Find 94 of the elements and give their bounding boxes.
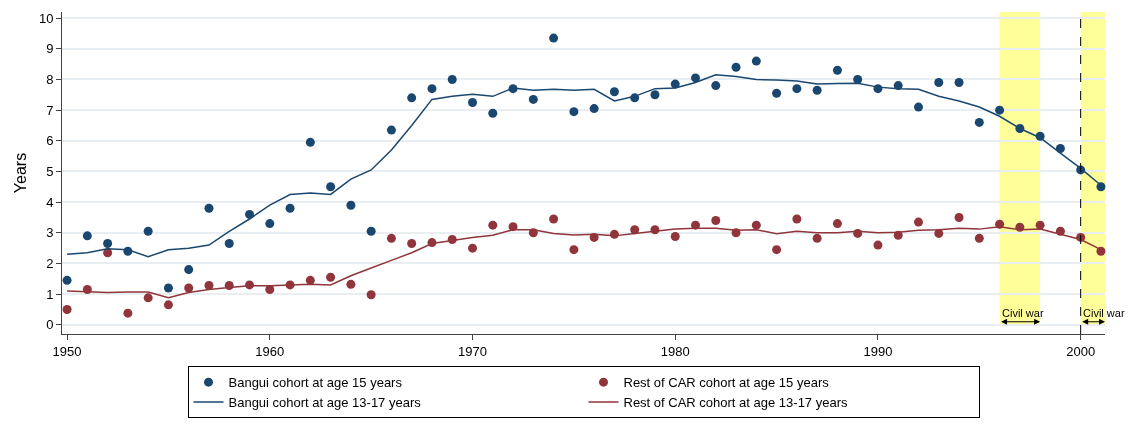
y-tick-label: 4 (46, 194, 54, 210)
point (914, 102, 923, 112)
point (974, 233, 984, 243)
point (569, 245, 579, 255)
point (711, 81, 721, 91)
point (488, 108, 498, 118)
point (62, 275, 72, 285)
y-tick-label: 6 (46, 133, 54, 149)
point (812, 85, 822, 95)
point (143, 226, 153, 236)
point (103, 239, 113, 249)
point (265, 219, 275, 229)
point (609, 87, 619, 97)
y-tick-label: 1 (46, 286, 54, 302)
x-tick-label: 1980 (660, 343, 690, 359)
point (245, 209, 255, 219)
point (995, 105, 1005, 115)
point (691, 73, 700, 83)
y-tick-label: 5 (46, 164, 54, 180)
point (549, 214, 559, 224)
point (224, 239, 234, 249)
point (427, 84, 437, 94)
point (670, 231, 680, 241)
point (650, 90, 660, 100)
point (326, 182, 336, 192)
point (407, 93, 417, 103)
point (305, 275, 315, 285)
point (305, 137, 315, 147)
point (832, 65, 842, 75)
point (772, 88, 782, 98)
point (386, 233, 396, 243)
point (82, 231, 92, 241)
point (468, 243, 478, 253)
point (346, 279, 356, 289)
x-tick-label: 1950 (52, 343, 82, 359)
point (630, 225, 640, 235)
point (285, 203, 295, 213)
point (143, 293, 153, 303)
point (934, 228, 944, 238)
y-axis-title: Years (11, 152, 29, 194)
point (549, 33, 559, 43)
x-tick-label: 1970 (458, 343, 487, 359)
point (792, 214, 802, 224)
point (366, 290, 376, 300)
y-tick-label: 10 (38, 10, 54, 26)
point (366, 226, 376, 236)
point (447, 74, 457, 84)
point (751, 56, 761, 66)
point (62, 304, 72, 314)
point (832, 219, 842, 229)
point (468, 97, 478, 107)
x-tick-label: 2000 (1066, 343, 1096, 359)
y-tick-label: 2 (46, 256, 54, 272)
x-tick-label: 1990 (863, 343, 893, 359)
legend-label: Bangui cohort at age 13-17 years (228, 395, 422, 411)
band-label: Civil war (1002, 307, 1044, 319)
point (812, 233, 822, 243)
point (163, 300, 173, 310)
point (184, 283, 194, 293)
point (184, 265, 194, 275)
legend-label: Rest of CAR cohort at age 13-17 years (623, 395, 848, 411)
legend-label: Rest of CAR cohort at age 15 years (623, 375, 830, 391)
point (346, 200, 356, 210)
point (386, 125, 396, 135)
point (873, 240, 883, 250)
point (914, 217, 923, 227)
point (934, 78, 944, 88)
point (204, 203, 214, 213)
band-label: Civil war (1083, 307, 1125, 319)
x-tick-label: 1960 (255, 343, 285, 359)
point (528, 94, 538, 104)
point (123, 308, 133, 318)
point (772, 245, 782, 255)
point (731, 62, 741, 72)
point (326, 272, 336, 282)
point (407, 239, 417, 249)
y-tick-label: 7 (46, 102, 54, 118)
point (589, 104, 599, 114)
point (893, 81, 903, 91)
y-tick-label: 3 (46, 225, 54, 241)
point (163, 283, 173, 293)
point (711, 216, 721, 226)
y-tick-label: 0 (46, 317, 54, 333)
point (974, 117, 984, 127)
y-tick-label: 8 (46, 72, 54, 88)
legend-label: Bangui cohort at age 15 years (228, 375, 403, 391)
point (751, 220, 761, 230)
point (569, 107, 579, 117)
point (853, 74, 863, 84)
point (954, 78, 964, 88)
y-tick-label: 9 (46, 41, 54, 57)
point (954, 212, 964, 222)
point (792, 84, 802, 94)
point (488, 220, 498, 230)
